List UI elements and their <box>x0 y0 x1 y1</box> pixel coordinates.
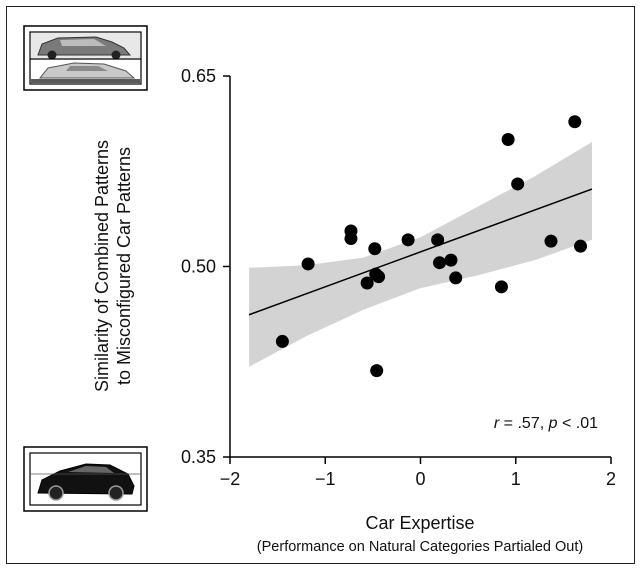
data-point <box>574 239 588 253</box>
data-point <box>433 256 447 270</box>
data-point <box>360 276 374 290</box>
data-point <box>449 271 463 285</box>
data-point <box>494 280 508 294</box>
confidence-band <box>249 142 592 367</box>
x-tick-label: −1 <box>315 469 336 489</box>
data-point <box>568 115 582 129</box>
data-point <box>511 177 525 191</box>
y-axis-label-line1: Similarity of Combined Patterns <box>92 140 112 392</box>
normal-car-thumbnail <box>23 446 148 512</box>
data-point <box>344 232 358 246</box>
x-axis-sublabel: (Performance on Natural Categories Parti… <box>257 539 583 555</box>
data-point <box>301 257 315 271</box>
x-tick-label: −2 <box>220 469 241 489</box>
y-tick-label: 0.35 <box>181 447 216 467</box>
y-axis-label-line2: to Misconfigured Car Patterns <box>114 147 134 385</box>
regression-line <box>248 188 593 316</box>
correlation-annotation: r = .57, p < .01 <box>494 415 598 432</box>
data-point <box>372 270 386 284</box>
axis-ticks: −2 −1 0 1 2 0.35 0.50 0.65 <box>181 66 616 489</box>
data-points <box>275 115 588 378</box>
data-point <box>401 233 415 247</box>
y-tick-label: 0.65 <box>181 66 216 86</box>
x-tick-label: 0 <box>415 469 425 489</box>
data-point <box>444 253 458 267</box>
x-tick-label: 1 <box>511 469 521 489</box>
data-point <box>501 133 515 146</box>
data-point <box>370 364 384 378</box>
y-tick-label: 0.50 <box>181 257 216 277</box>
data-point <box>544 234 558 248</box>
data-point <box>431 233 445 247</box>
data-point <box>275 334 289 348</box>
x-axis-label: Car Expertise <box>365 513 474 533</box>
misconfigured-car-thumbnail <box>23 25 148 91</box>
x-tick-label: 2 <box>606 469 616 489</box>
data-point <box>368 242 382 256</box>
